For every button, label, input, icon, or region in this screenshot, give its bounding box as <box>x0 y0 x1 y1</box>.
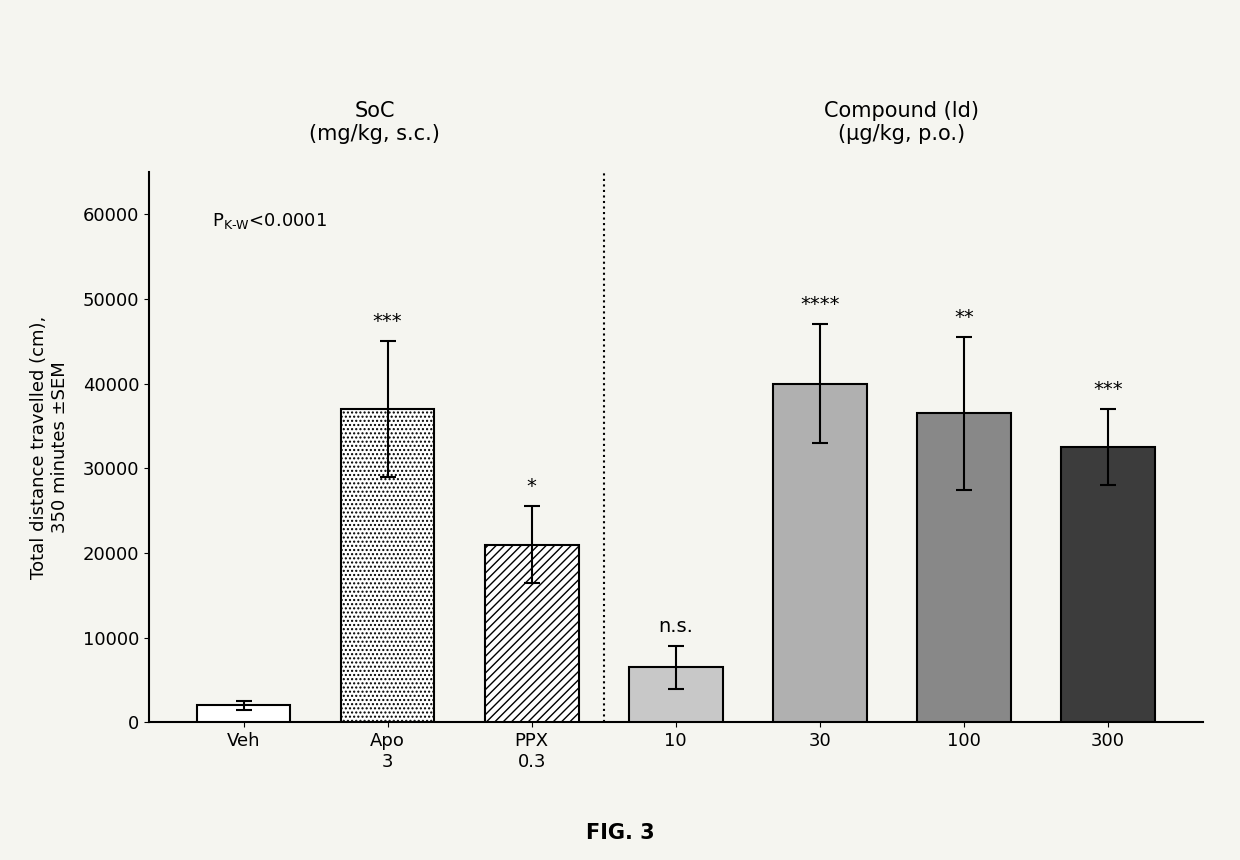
Text: SoC
(mg/kg, s.c.): SoC (mg/kg, s.c.) <box>309 101 440 144</box>
Text: n.s.: n.s. <box>658 617 693 636</box>
Bar <box>341 409 434 722</box>
Text: *: * <box>527 477 537 496</box>
Text: Compound (ld)
(μg/kg, p.o.): Compound (ld) (μg/kg, p.o.) <box>825 101 980 144</box>
Text: $\mathrm{P_{K\text{-}W}}$<0.0001: $\mathrm{P_{K\text{-}W}}$<0.0001 <box>212 211 327 230</box>
Text: **: ** <box>954 308 973 327</box>
Text: ***: *** <box>1094 380 1123 399</box>
Y-axis label: Total distance travelled (cm),
350 minutes ±SEM: Total distance travelled (cm), 350 minut… <box>30 316 68 579</box>
Bar <box>485 544 579 722</box>
Bar <box>918 414 1011 722</box>
Text: ***: *** <box>373 312 403 331</box>
Text: ****: **** <box>800 295 839 314</box>
Text: FIG. 3: FIG. 3 <box>585 823 655 843</box>
Bar <box>197 705 290 722</box>
Bar <box>773 384 867 722</box>
Bar <box>629 667 723 722</box>
Bar <box>1061 447 1154 722</box>
